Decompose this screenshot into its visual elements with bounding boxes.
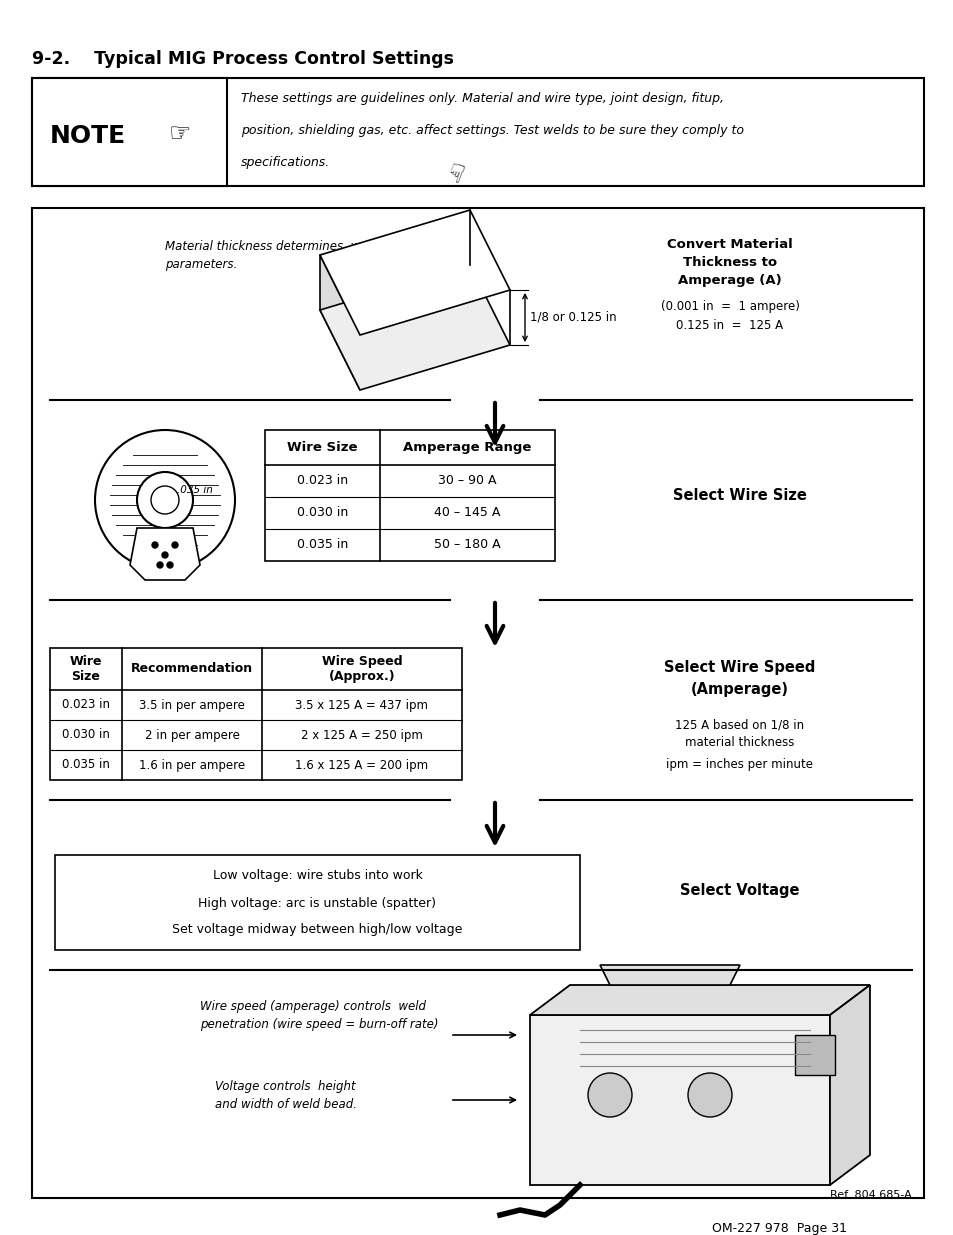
- Text: 0.035 in: 0.035 in: [62, 758, 110, 772]
- Text: Low voltage: wire stubs into work: Low voltage: wire stubs into work: [213, 868, 422, 882]
- Circle shape: [152, 542, 158, 548]
- Text: Select Wire Speed: Select Wire Speed: [663, 659, 815, 676]
- Text: 2 x 125 A = 250 ipm: 2 x 125 A = 250 ipm: [301, 729, 422, 741]
- Text: Ref. 804 685-A: Ref. 804 685-A: [829, 1191, 911, 1200]
- Text: ☟: ☟: [443, 161, 466, 189]
- Text: 40 – 145 A: 40 – 145 A: [434, 506, 500, 520]
- Polygon shape: [599, 965, 740, 986]
- Text: 1.6 in per ampere: 1.6 in per ampere: [139, 758, 245, 772]
- Text: Voltage controls  height
and width of weld bead.: Voltage controls height and width of wel…: [214, 1079, 356, 1112]
- Polygon shape: [829, 986, 869, 1186]
- Circle shape: [587, 1073, 631, 1116]
- Polygon shape: [530, 986, 869, 1015]
- Text: Select Wire Size: Select Wire Size: [673, 488, 806, 503]
- Circle shape: [172, 542, 178, 548]
- Text: 0.030 in: 0.030 in: [62, 729, 110, 741]
- Circle shape: [162, 552, 168, 558]
- Polygon shape: [319, 254, 359, 390]
- Polygon shape: [130, 529, 200, 580]
- Bar: [55, 855, 579, 950]
- Text: 1.6 x 125 A = 200 ipm: 1.6 x 125 A = 200 ipm: [295, 758, 428, 772]
- Text: position, shielding gas, etc. affect settings. Test welds to be sure they comply: position, shielding gas, etc. affect set…: [241, 124, 743, 137]
- Text: Material thickness determines  weld
parameters.: Material thickness determines weld param…: [165, 240, 377, 270]
- Bar: [794, 1035, 834, 1074]
- Text: NOTE: NOTE: [50, 124, 126, 148]
- Text: 0.023 in: 0.023 in: [62, 699, 110, 711]
- Text: .035 in: .035 in: [177, 485, 213, 495]
- Polygon shape: [319, 210, 510, 335]
- Text: High voltage: arc is unstable (spatter): High voltage: arc is unstable (spatter): [198, 897, 436, 909]
- Circle shape: [151, 487, 179, 514]
- Bar: [265, 430, 555, 561]
- Text: Recommendation: Recommendation: [131, 662, 253, 676]
- Polygon shape: [530, 1015, 829, 1186]
- Text: These settings are guidelines only. Material and wire type, joint design, fitup,: These settings are guidelines only. Mate…: [241, 91, 723, 105]
- Text: (Amperage): (Amperage): [690, 682, 788, 697]
- Text: Select Voltage: Select Voltage: [679, 883, 799, 898]
- Circle shape: [137, 472, 193, 529]
- Text: 0.035 in: 0.035 in: [296, 538, 348, 552]
- Text: 0.023 in: 0.023 in: [296, 474, 348, 488]
- Text: Wire speed (amperage) controls  weld
penetration (wire speed = burn-off rate): Wire speed (amperage) controls weld pene…: [200, 1000, 438, 1031]
- Text: 3.5 in per ampere: 3.5 in per ampere: [139, 699, 245, 711]
- Text: 2 in per ampere: 2 in per ampere: [145, 729, 239, 741]
- Text: OM-227 978  Page 31: OM-227 978 Page 31: [712, 1221, 846, 1235]
- Text: Convert Material
Thickness to
Amperage (A): Convert Material Thickness to Amperage (…: [666, 238, 792, 287]
- Text: 0.030 in: 0.030 in: [296, 506, 348, 520]
- Text: 9-2.    Typical MIG Process Control Settings: 9-2. Typical MIG Process Control Setting…: [32, 49, 454, 68]
- Circle shape: [157, 562, 163, 568]
- Bar: [50, 648, 461, 781]
- Text: 30 – 90 A: 30 – 90 A: [437, 474, 497, 488]
- Text: 50 – 180 A: 50 – 180 A: [434, 538, 500, 552]
- Text: 3.5 x 125 A = 437 ipm: 3.5 x 125 A = 437 ipm: [295, 699, 428, 711]
- Text: ipm = inches per minute: ipm = inches per minute: [666, 758, 813, 771]
- Text: 1/8 or 0.125 in: 1/8 or 0.125 in: [530, 311, 616, 324]
- Text: specifications.: specifications.: [241, 156, 330, 169]
- Circle shape: [167, 562, 172, 568]
- Text: Amperage Range: Amperage Range: [403, 441, 531, 454]
- Bar: [32, 78, 923, 186]
- Bar: [32, 78, 227, 186]
- Circle shape: [95, 430, 234, 571]
- Text: (0.001 in  =  1 ampere)
0.125 in  =  125 A: (0.001 in = 1 ampere) 0.125 in = 125 A: [659, 300, 799, 332]
- Text: Set voltage midway between high/low voltage: Set voltage midway between high/low volt…: [172, 924, 462, 936]
- Text: ☞: ☞: [169, 122, 191, 146]
- Text: Wire Speed
(Approx.): Wire Speed (Approx.): [321, 655, 402, 683]
- Circle shape: [687, 1073, 731, 1116]
- Text: Wire
Size: Wire Size: [70, 655, 102, 683]
- Text: Wire Size: Wire Size: [287, 441, 357, 454]
- Bar: [32, 207, 923, 1198]
- Polygon shape: [319, 266, 510, 390]
- Text: 125 A based on 1/8 in
material thickness: 125 A based on 1/8 in material thickness: [675, 718, 803, 748]
